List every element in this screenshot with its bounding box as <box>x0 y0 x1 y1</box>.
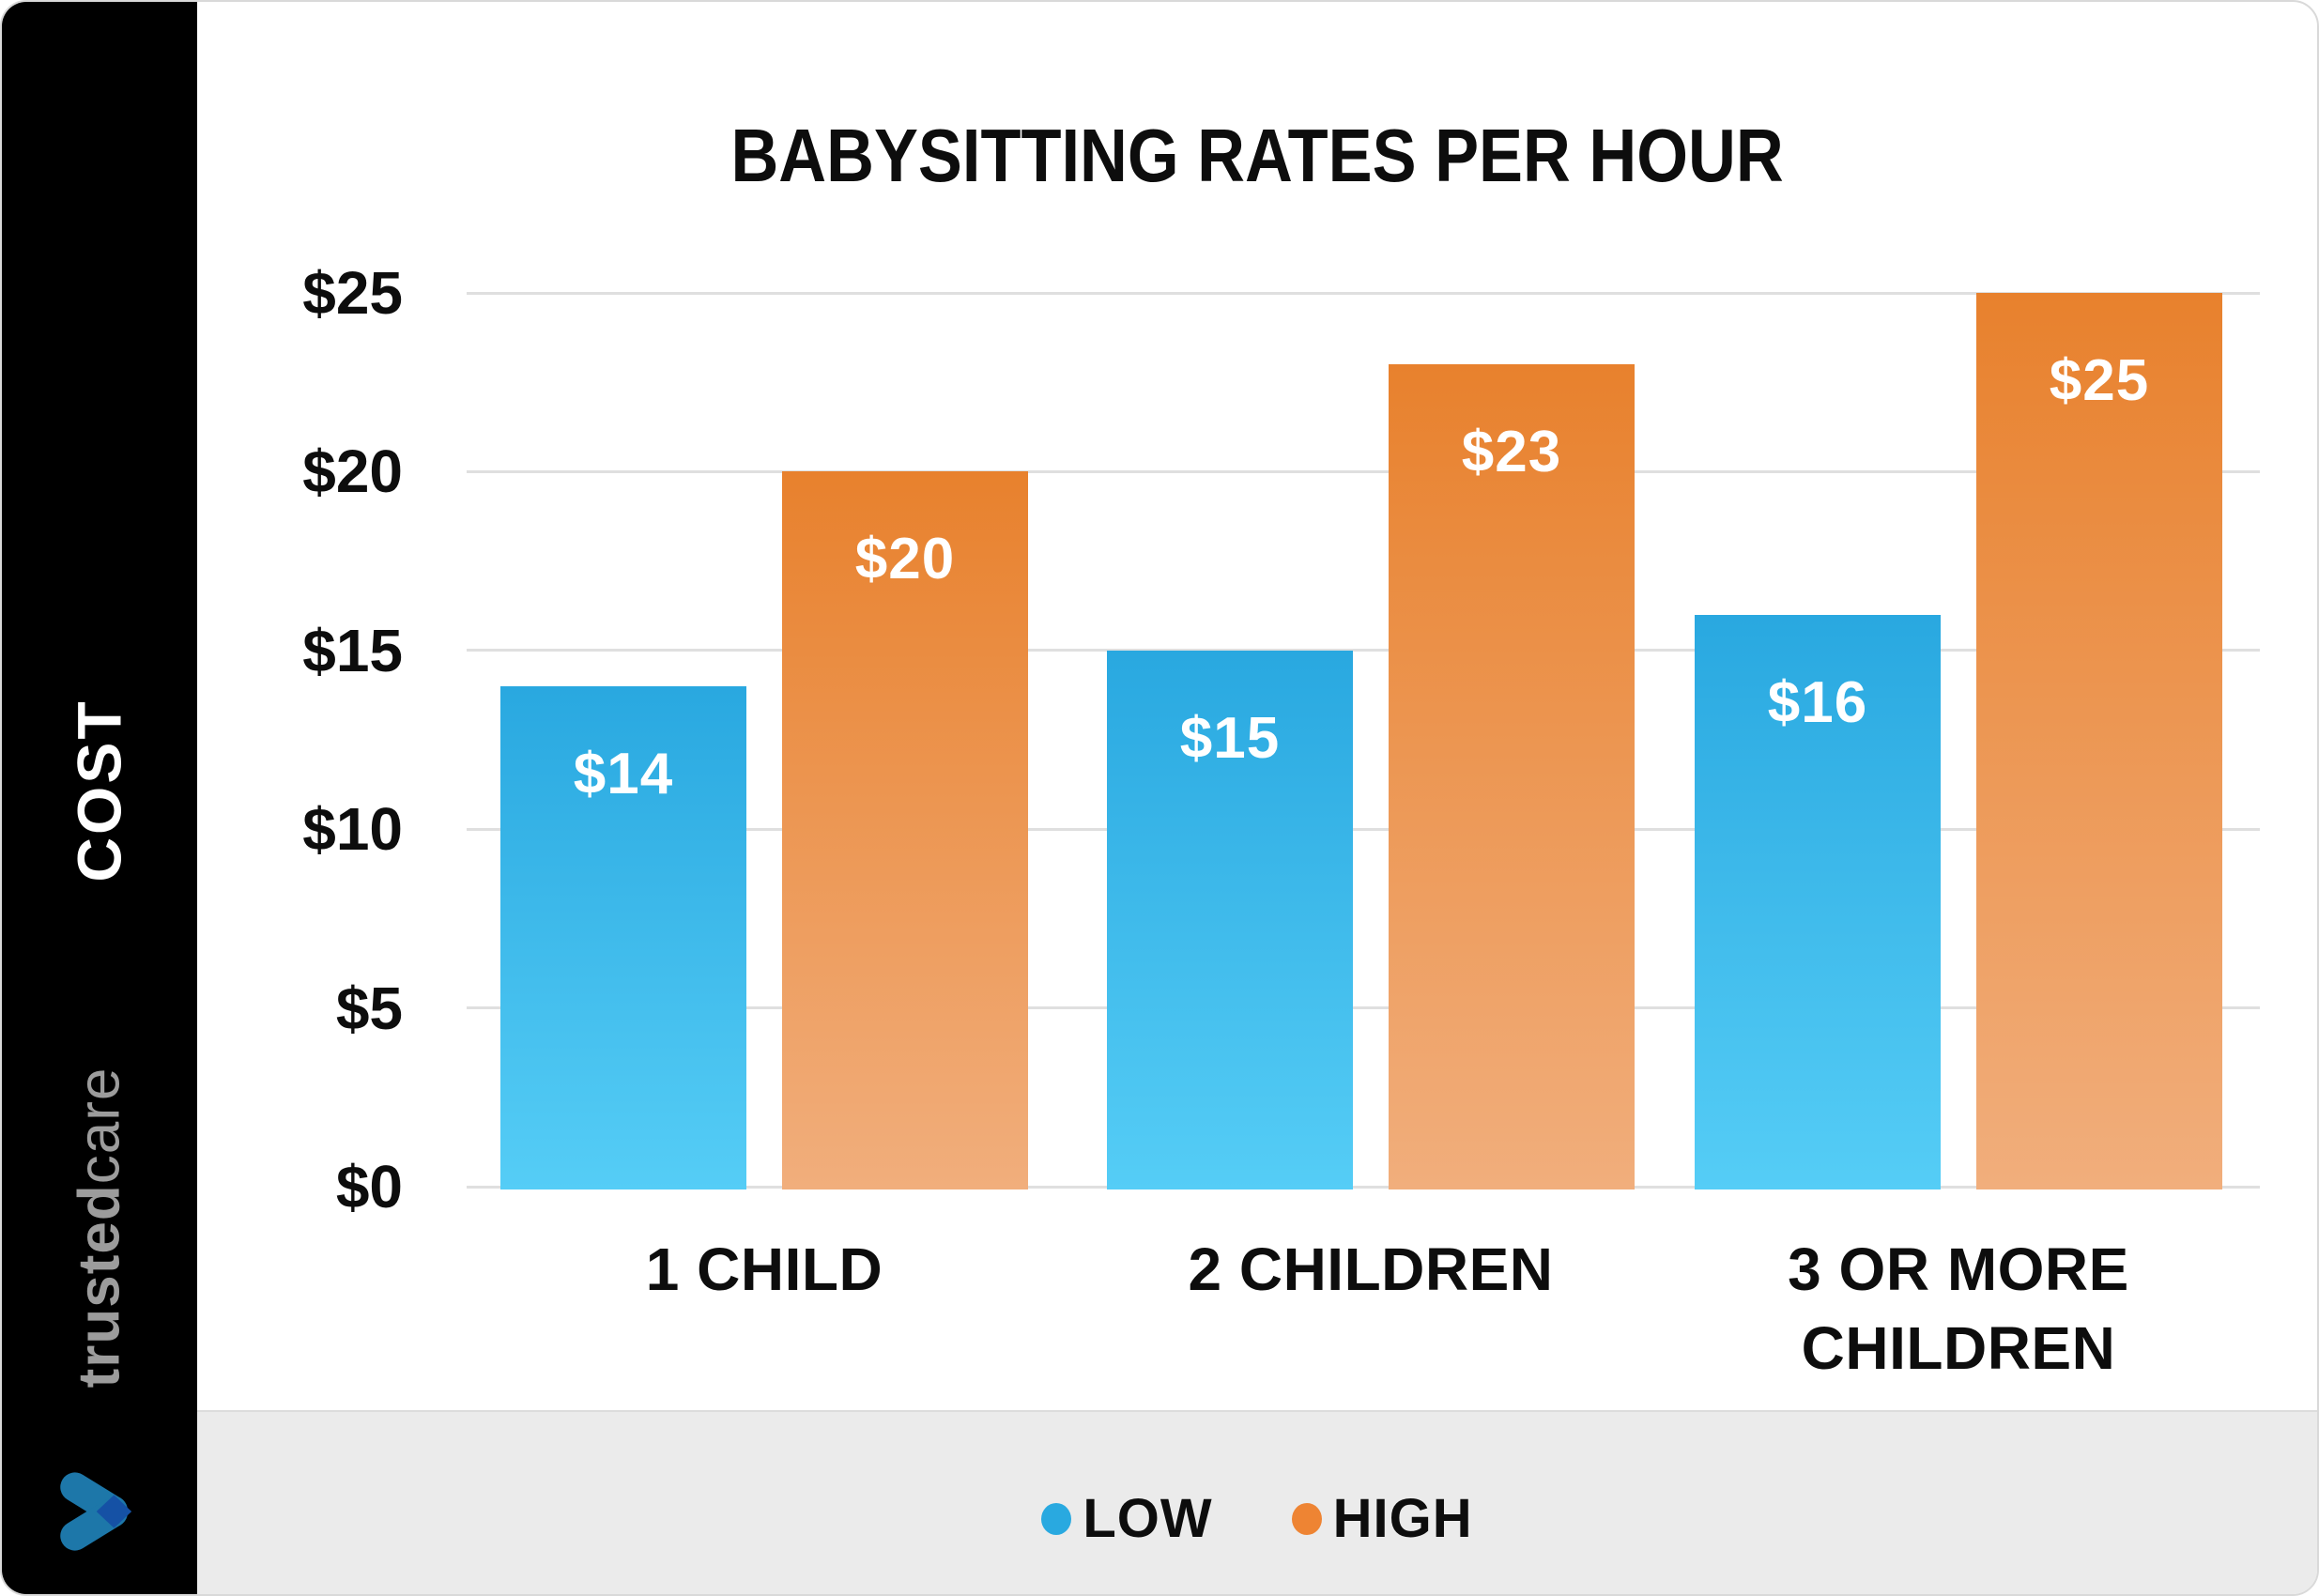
gridline-0 <box>467 1185 2260 1189</box>
bar-low-2: $15 <box>1107 650 1353 1189</box>
legend-item-high: HIGH <box>1291 1487 1473 1550</box>
sidebar: COST trustedcare <box>2 2 197 1594</box>
gridline-10 <box>467 827 2260 831</box>
legend-footer-band: LOW HIGH <box>2 1410 2317 1594</box>
high-series-dot-icon <box>1291 1502 1322 1535</box>
legend: LOW HIGH <box>197 1412 2317 1550</box>
x-axis-category-label: 3 OR MORE CHILDREN <box>1788 1235 2129 1382</box>
brand-wordmark: trustedcare <box>2 1030 197 1424</box>
bar-value-label: $20 <box>854 527 956 592</box>
bar-high-3: $25 <box>1976 293 2222 1189</box>
legend-label-high: HIGH <box>1332 1488 1473 1549</box>
gridline-5 <box>467 1006 2260 1010</box>
bar-value-label: $23 <box>1461 420 1562 485</box>
gridline-20 <box>467 469 2260 473</box>
brand-care: care <box>67 1067 132 1184</box>
bar-low-1: $14 <box>500 685 746 1189</box>
x-axis-category-label: 2 CHILDREN <box>1188 1235 1554 1303</box>
bar-value-label: $16 <box>1767 669 1868 735</box>
bar-low-3: $16 <box>1695 614 1941 1189</box>
y-axis-tick-label: $20 <box>302 437 403 506</box>
y-axis-tick-label: $5 <box>335 974 403 1042</box>
low-series-dot-icon <box>1041 1502 1072 1535</box>
bar-value-label: $14 <box>573 741 674 806</box>
gridline-15 <box>467 649 2260 652</box>
y-axis-tick-label: $25 <box>302 259 403 327</box>
brand-wordmark-text: trustedcare <box>67 1067 133 1388</box>
gridline-25 <box>467 291 2260 295</box>
y-axis-tick-label: $10 <box>302 795 403 864</box>
y-axis-tick-label: $0 <box>335 1153 403 1220</box>
legend-label-low: LOW <box>1083 1488 1213 1549</box>
bar-value-label: $15 <box>1179 705 1281 771</box>
chart-title-text: BABYSITTING RATES PER HOUR <box>730 114 1784 197</box>
trustedcare-logo-icon <box>60 1472 132 1551</box>
legend-item-low: LOW <box>1041 1487 1212 1550</box>
y-axis-title-text: COST <box>65 698 134 882</box>
chart-title: BABYSITTING RATES PER HOUR <box>197 113 2317 199</box>
brand-trusted: trusted <box>67 1183 132 1388</box>
x-axis-category-label: 1 CHILD <box>645 1235 883 1303</box>
y-axis-title: COST <box>2 603 197 978</box>
bar-value-label: $25 <box>2049 348 2150 413</box>
bar-high-1: $20 <box>782 471 1028 1189</box>
bar-high-2: $23 <box>1389 364 1635 1189</box>
y-axis-tick-label: $15 <box>302 616 403 684</box>
